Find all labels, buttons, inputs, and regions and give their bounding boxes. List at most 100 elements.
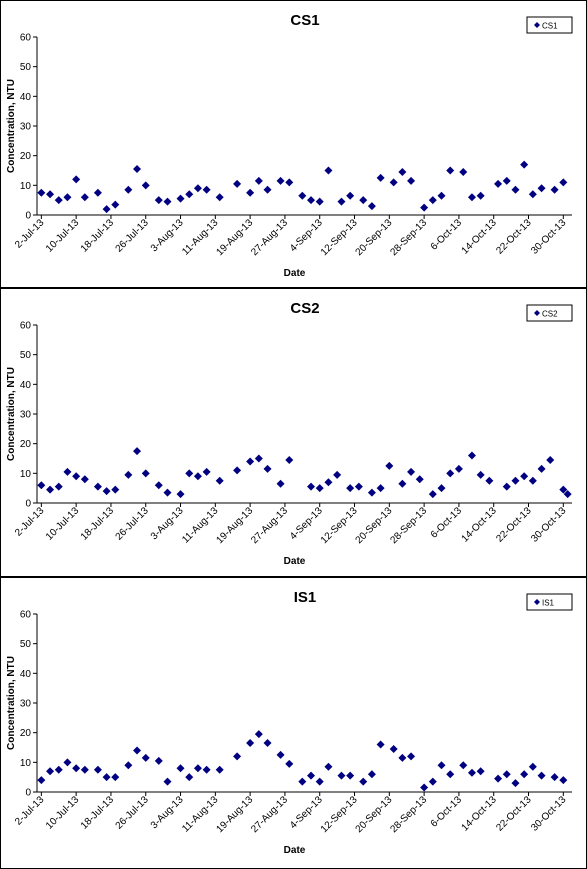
point	[63, 193, 72, 202]
y-tick-label: 0	[25, 788, 31, 799]
point	[176, 194, 185, 203]
panel-border	[0, 288, 587, 577]
point	[307, 482, 316, 491]
point	[285, 455, 294, 464]
point	[154, 481, 163, 490]
point	[254, 176, 263, 185]
y-tick-label: 20	[20, 728, 32, 739]
legend-marker	[534, 310, 540, 316]
point	[511, 185, 520, 194]
point	[193, 184, 202, 193]
point	[437, 191, 446, 200]
point	[285, 178, 294, 187]
point	[459, 167, 468, 176]
point	[346, 484, 355, 493]
y-tick-label: 40	[20, 669, 32, 680]
point	[63, 467, 72, 476]
y-tick-label: 50	[20, 639, 32, 650]
point	[459, 761, 468, 770]
point	[193, 472, 202, 481]
point	[185, 190, 194, 199]
point	[176, 490, 185, 499]
point	[54, 482, 63, 491]
point	[537, 184, 546, 193]
point	[420, 203, 429, 212]
point	[502, 770, 511, 779]
point	[437, 761, 446, 770]
y-tick-label: 30	[20, 699, 32, 710]
point	[185, 469, 194, 478]
point	[263, 739, 272, 748]
point	[559, 178, 568, 187]
point	[124, 185, 133, 194]
point	[307, 771, 316, 780]
point	[550, 185, 559, 194]
point	[359, 777, 368, 786]
panel-border	[0, 0, 587, 288]
point	[528, 190, 537, 199]
y-tick-label: 30	[20, 122, 32, 133]
point	[111, 200, 120, 209]
point	[298, 191, 307, 200]
point	[254, 730, 263, 739]
point	[233, 179, 242, 188]
point	[324, 762, 333, 771]
point	[202, 467, 211, 476]
point	[276, 479, 285, 488]
point	[476, 767, 485, 776]
point	[111, 773, 120, 782]
point	[93, 188, 102, 197]
point	[80, 765, 89, 774]
point	[215, 765, 224, 774]
point	[46, 485, 55, 494]
point	[298, 777, 307, 786]
chart-title: IS1	[294, 589, 317, 606]
point	[307, 196, 316, 205]
point	[133, 165, 142, 174]
point	[415, 475, 424, 484]
point	[141, 469, 150, 478]
point	[233, 466, 242, 475]
point	[46, 767, 55, 776]
point	[546, 455, 555, 464]
point	[63, 758, 72, 767]
point	[93, 765, 102, 774]
point	[367, 202, 376, 211]
point	[437, 484, 446, 493]
point	[537, 771, 546, 780]
point	[102, 205, 111, 214]
point	[550, 773, 559, 782]
point	[398, 753, 407, 762]
point	[454, 464, 463, 473]
point	[337, 771, 346, 780]
point	[563, 490, 572, 499]
point	[246, 739, 255, 748]
point	[428, 196, 437, 205]
point	[420, 783, 429, 792]
point	[193, 764, 202, 773]
point	[163, 488, 172, 497]
point	[54, 196, 63, 205]
point	[246, 457, 255, 466]
y-tick-label: 0	[25, 211, 31, 222]
x-axis-label: Date	[284, 845, 306, 856]
point	[502, 482, 511, 491]
point	[367, 770, 376, 779]
point	[446, 770, 455, 779]
point	[324, 478, 333, 487]
point	[233, 752, 242, 761]
point	[407, 176, 416, 185]
chart-title: CS2	[290, 300, 319, 317]
point	[80, 475, 89, 484]
point	[111, 485, 120, 494]
point	[80, 193, 89, 202]
panel-border	[0, 577, 587, 869]
point	[202, 185, 211, 194]
y-tick-label: 30	[20, 410, 32, 421]
point	[502, 176, 511, 185]
point	[176, 764, 185, 773]
y-tick-label: 10	[20, 181, 32, 192]
point	[337, 197, 346, 206]
chart-title: CS1	[290, 12, 319, 29]
y-tick-label: 60	[20, 610, 32, 621]
